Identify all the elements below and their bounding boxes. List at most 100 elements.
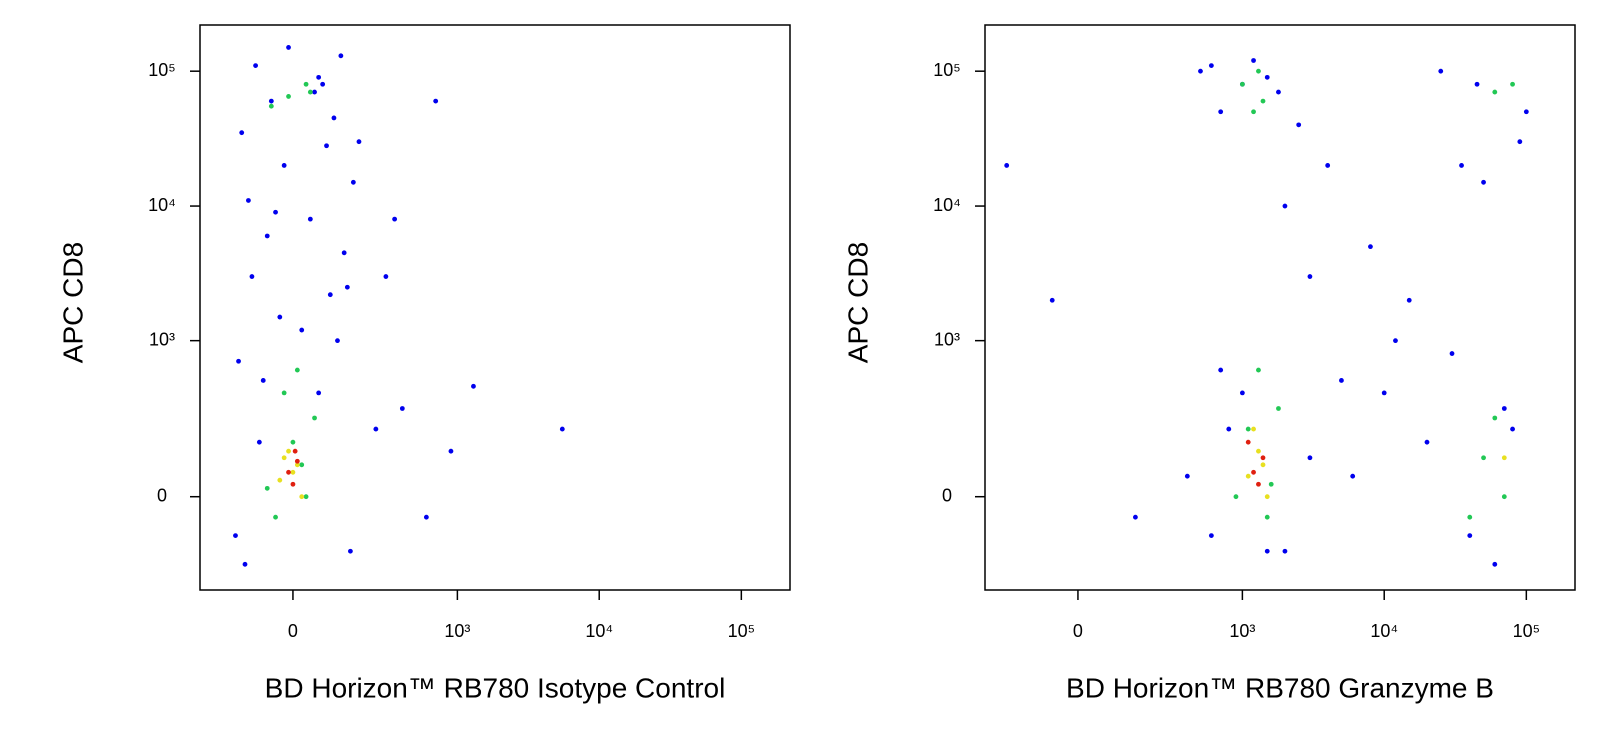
event-dot (1260, 455, 1266, 461)
x-tick-label: 10⁴ (585, 621, 613, 641)
event-dot (1406, 297, 1412, 303)
event-dot (256, 439, 262, 445)
event-dot (246, 198, 251, 203)
event-dot (290, 481, 296, 487)
x-tick-label: 10³ (1229, 621, 1255, 641)
event-dot (312, 415, 317, 421)
event-dot (341, 250, 347, 256)
y-tick-label: 10⁴ (933, 195, 961, 215)
x-axis-label: BD Horizon™ RB780 Isotype Control (265, 672, 726, 703)
event-dot (1523, 109, 1529, 115)
event-dot (1296, 122, 1302, 128)
event-dot (1218, 367, 1224, 373)
event-dot (383, 274, 389, 279)
y-tick-label: 10⁵ (933, 60, 960, 80)
event-dot (448, 448, 454, 454)
event-dot (373, 426, 379, 432)
event-dot (290, 439, 296, 445)
event-dot (286, 448, 291, 454)
event-dot (1510, 81, 1515, 87)
event-dot (471, 383, 476, 389)
event-dot (1233, 494, 1239, 500)
event-dot (1260, 98, 1266, 104)
y-axis-label: APC CD8 (842, 242, 873, 363)
x-axis-label: BD Horizon™ RB780 Granzyme B (1066, 672, 1494, 703)
event-dot (1459, 163, 1464, 168)
event-dot (1251, 58, 1256, 63)
event-dot (303, 494, 309, 500)
event-dot (1245, 426, 1251, 432)
y-tick-label: 10⁵ (148, 60, 175, 80)
event-dot (281, 390, 287, 396)
event-dot (1325, 163, 1331, 168)
event-dot (307, 89, 313, 95)
event-dot (1492, 415, 1498, 421)
event-dot (264, 485, 270, 491)
event-dot (316, 390, 322, 396)
event-dot (1264, 494, 1270, 500)
event-dot (236, 358, 241, 364)
y-tick-label: 0 (157, 485, 167, 505)
event-dot (1049, 297, 1055, 303)
event-dot (312, 89, 317, 95)
event-dot (1393, 338, 1398, 344)
event-dot (1256, 367, 1261, 373)
event-dot (277, 314, 283, 320)
event-dot (277, 477, 283, 483)
event-dot (1256, 481, 1261, 487)
event-dot (294, 367, 300, 373)
event-dot (1218, 109, 1224, 115)
event-dot (1282, 203, 1288, 209)
event-dot (1256, 68, 1261, 74)
event-dot (335, 338, 340, 344)
event-dot (260, 378, 266, 383)
event-dot (1492, 89, 1498, 95)
event-dot (1467, 533, 1473, 539)
event-dot (242, 561, 248, 567)
event-dot (286, 94, 291, 99)
event-dot (1251, 109, 1256, 115)
event-dot (294, 462, 300, 468)
event-dot (1510, 426, 1515, 432)
event-dot (249, 274, 255, 279)
event-dot (1501, 455, 1507, 461)
event-dot (1276, 406, 1281, 411)
event-dot (292, 448, 298, 454)
event-dot (1208, 533, 1214, 539)
x-tick-label: 10⁴ (1370, 621, 1398, 641)
x-tick-label: 10⁵ (1513, 621, 1540, 641)
event-dot (331, 115, 337, 121)
event-dot (1276, 89, 1281, 95)
event-dot (268, 98, 274, 104)
event-dot (392, 216, 398, 222)
event-dot (1350, 473, 1356, 479)
y-tick-label: 10³ (149, 329, 175, 349)
event-dot (299, 327, 305, 333)
event-dot (1184, 473, 1190, 479)
event-dot (239, 130, 245, 136)
event-dot (299, 494, 305, 500)
event-dot (1264, 514, 1270, 520)
event-dot (1256, 448, 1261, 454)
event-dot (348, 548, 353, 554)
event-dot (273, 209, 278, 215)
event-dot (290, 469, 296, 475)
event-dot (1307, 455, 1313, 461)
y-tick-label: 10³ (934, 329, 960, 349)
event-dot (1481, 179, 1486, 185)
event-dot (264, 233, 270, 239)
event-dot (286, 469, 291, 475)
event-dot (286, 45, 291, 50)
event-dot (233, 533, 238, 539)
event-dot (327, 292, 333, 298)
event-dot (281, 163, 287, 168)
event-dot (1449, 351, 1455, 356)
x-tick-label: 10⁵ (728, 621, 755, 641)
event-dot (1239, 390, 1245, 396)
event-dot (1245, 439, 1251, 445)
event-dot (1501, 406, 1507, 411)
event-dot (1251, 469, 1256, 475)
event-dot (344, 284, 350, 290)
event-dot (1438, 68, 1444, 74)
event-dot (1208, 63, 1214, 69)
